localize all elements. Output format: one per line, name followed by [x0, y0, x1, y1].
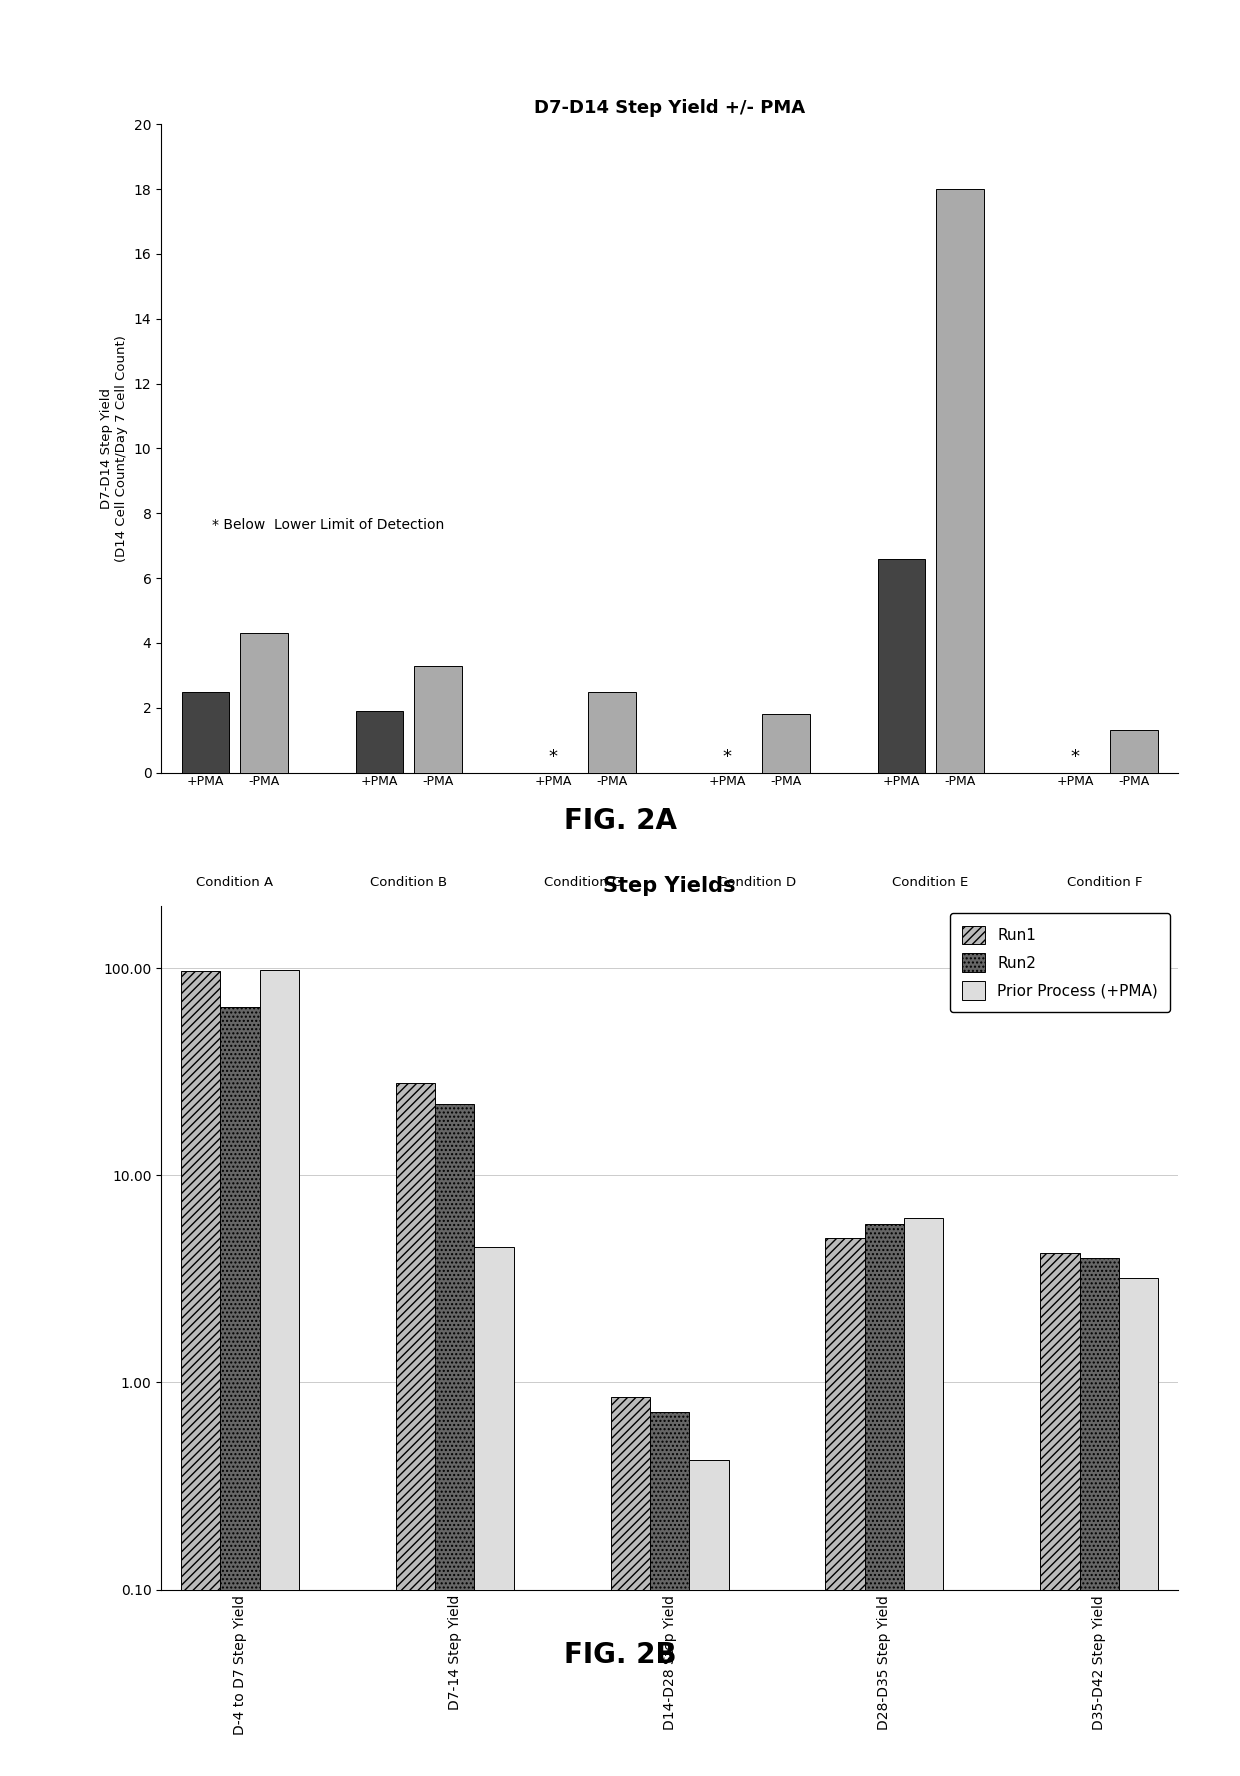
Bar [475, 1247, 513, 1776]
Bar [1110, 730, 1158, 773]
Legend: Run1, Run2, Prior Process (+PMA): Run1, Run2, Prior Process (+PMA) [950, 913, 1171, 1012]
Bar [356, 710, 403, 773]
Text: Condition F: Condition F [1066, 876, 1142, 890]
Y-axis label: D7-D14 Step Yield
(D14 Cell Count/Day 7 Cell Count): D7-D14 Step Yield (D14 Cell Count/Day 7 … [100, 336, 128, 561]
Bar [396, 1083, 435, 1776]
Text: *: * [549, 748, 558, 765]
Text: FIG. 2B: FIG. 2B [564, 1641, 676, 1669]
Text: * Below  Lower Limit of Detection: * Below Lower Limit of Detection [212, 519, 444, 533]
Bar [435, 1105, 475, 1776]
Bar [181, 691, 229, 773]
Title: Step Yields: Step Yields [604, 876, 735, 895]
Bar [689, 1460, 729, 1776]
Bar [763, 714, 810, 773]
Text: Condition D: Condition D [718, 876, 796, 890]
Bar [826, 1238, 864, 1776]
Bar [1040, 1254, 1080, 1776]
Bar [1118, 1277, 1158, 1776]
Bar [936, 190, 983, 773]
Bar [241, 634, 288, 773]
Text: *: * [1071, 748, 1080, 765]
Bar [1080, 1257, 1118, 1776]
Text: Condition A: Condition A [196, 876, 273, 890]
Bar [650, 1412, 689, 1776]
Bar [221, 1007, 259, 1776]
Text: FIG. 2A: FIG. 2A [563, 806, 677, 835]
Bar [588, 691, 636, 773]
Text: Condition E: Condition E [893, 876, 968, 890]
Bar [878, 559, 925, 773]
Title: D7-D14 Step Yield +/- PMA: D7-D14 Step Yield +/- PMA [534, 99, 805, 117]
Text: Condition B: Condition B [370, 876, 448, 890]
Bar [414, 666, 461, 773]
Bar [610, 1398, 650, 1776]
Bar [181, 971, 221, 1776]
Bar [259, 970, 299, 1776]
Bar [864, 1224, 904, 1776]
Text: Condition C: Condition C [544, 876, 621, 890]
Bar [904, 1218, 944, 1776]
Text: *: * [723, 748, 732, 765]
